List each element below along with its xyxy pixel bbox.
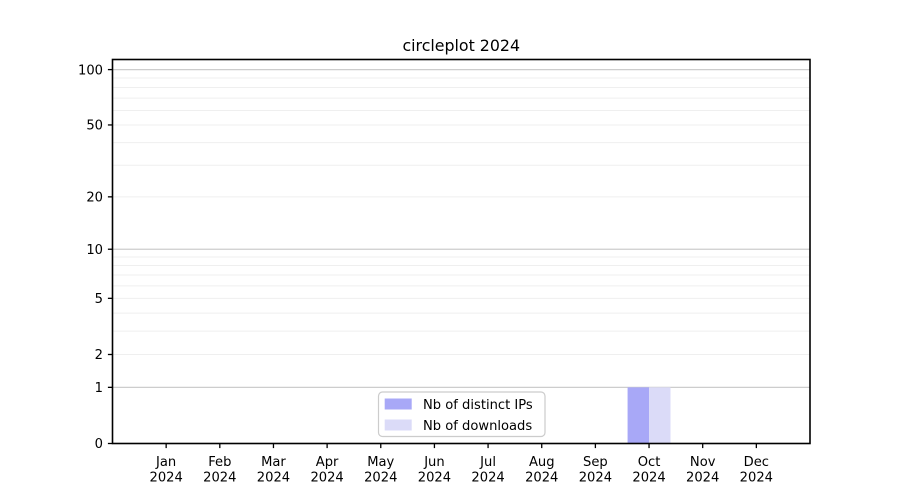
y-tick-label-10: 10 [86,243,103,258]
legend-frame [377,391,546,438]
legend-label-downloads: Nb of downloads [423,419,532,434]
bar-series [627,387,671,444]
x-tick-label-nov: Nov 2024 [686,455,719,486]
x-tick-label-oct: Oct 2024 [632,455,665,486]
x-tick-label-jan: Jan 2024 [149,455,182,486]
legend-swatch-distinct-ips [384,398,412,410]
y-tick-label-2: 2 [95,348,103,363]
y-tick-label-100: 100 [78,63,103,78]
legend-label-distinct-ips: Nb of distinct IPs [423,398,533,413]
x-tick-label-aug: Aug 2024 [525,455,558,486]
major-gridlines [112,68,810,388]
minor-gridlines [112,77,810,355]
x-tick-label-apr: Apr 2024 [310,455,343,486]
y-axis-ticks: 0 1 2 5 10 20 50 100 [78,63,113,452]
y-tick-label-1: 1 [95,381,103,396]
y-tick-label-50: 50 [86,119,103,134]
bar-oct-series0 [627,387,650,444]
chart-title: circleplot 2024 [402,36,520,55]
x-axis-ticks: Jan 2024 Feb 2024 Mar 2024 Apr 2024 May 2024 Jun 20… [149,443,773,486]
legend: Nb of distinct IPs Nb of downloads [377,391,546,438]
legend-swatch-downloads [384,419,412,431]
x-tick-label-jul: Jul 2024 [471,455,504,486]
x-tick-label-mar: Mar 2024 [257,455,290,486]
x-tick-label-may: May 2024 [364,455,397,486]
plot-border [111,58,811,445]
y-tick-label-5: 5 [95,292,103,307]
y-tick-label-0: 0 [95,437,103,452]
bar-oct-series1 [649,387,671,444]
x-tick-label-feb: Feb 2024 [203,455,236,486]
y-tick-label-20: 20 [86,191,103,206]
x-tick-label-jun: Jun 2024 [418,455,451,486]
x-tick-label-sep: Sep 2024 [579,455,612,486]
x-tick-label-dec: Dec 2024 [740,455,773,486]
